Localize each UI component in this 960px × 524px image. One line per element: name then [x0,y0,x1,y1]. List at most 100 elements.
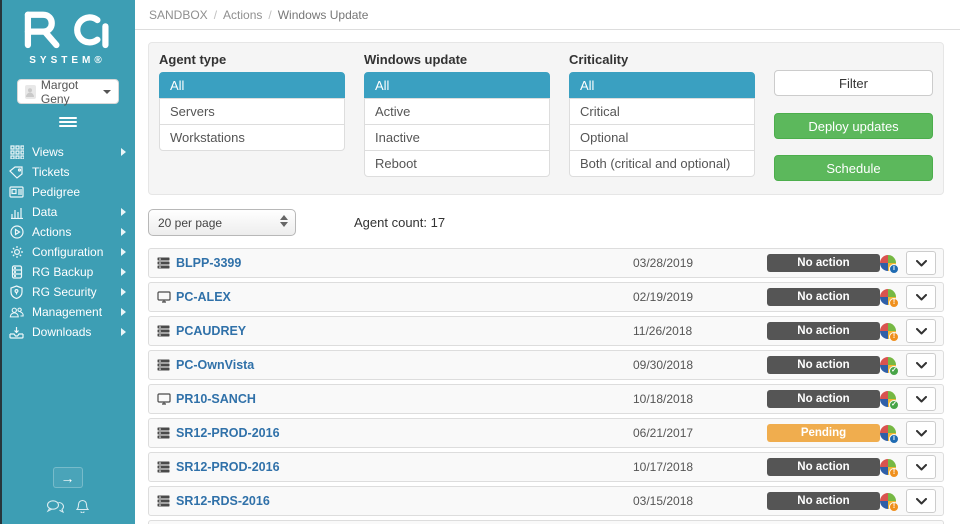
sidebar-item-downloads[interactable]: Downloads [0,322,135,342]
agent-name-link[interactable]: PR10-SANCH [176,392,256,406]
filter-option[interactable]: Reboot [364,150,550,177]
agent-name-link[interactable]: PC-ALEX [176,290,231,304]
action-badge: No action [767,322,880,340]
filter-options: All Active Inactive Reboot [364,72,550,177]
tag-icon [9,165,24,180]
windows-update-icon[interactable]: ! [880,323,899,342]
chat-icon[interactable] [46,499,65,518]
breadcrumb-separator: / [268,7,272,22]
sidebar-edge [0,0,2,524]
table-row: BLPP-3399 03/28/2019 No action i [148,248,944,278]
collapse-sidebar-button[interactable]: → [52,467,83,488]
table-row: PC-ALEX 02/19/2019 No action ! [148,282,944,312]
sidebar-item-rg-backup[interactable]: RG Backup [0,262,135,282]
sidebar-bottom: → [0,467,135,518]
action-badge: No action [767,356,880,374]
chevron-right-icon [121,308,126,316]
action-badge: No action [767,458,880,476]
agent-name-link[interactable]: PC-OwnVista [176,358,255,372]
action-badge: No action [767,254,880,272]
filter-option[interactable]: All [364,72,550,99]
sidebar-item-label: Data [32,205,58,219]
filter-option[interactable]: Active [364,98,550,125]
workstation-icon [156,291,171,303]
status-badge: ! [889,332,899,342]
windows-update-icon[interactable]: ✓ [880,391,899,410]
schedule-button[interactable]: Schedule [774,155,933,181]
chart-icon [9,205,24,220]
expand-row-button[interactable] [906,489,936,513]
agent-name-link[interactable]: SR12-PROD-2016 [176,460,280,474]
expand-row-button[interactable] [906,319,936,343]
sidebar-item-views[interactable]: Views [0,142,135,162]
gear-icon [9,245,24,260]
sidebar-item-pedigree[interactable]: Pedigree [0,182,135,202]
update-date: 03/15/2018 [633,494,694,508]
status-badge: ✓ [889,400,899,410]
filter-group-agent-type: Agent type All Servers Workstations [159,52,345,181]
user-dropdown[interactable]: Margot Geny [16,78,119,106]
person-icon [26,87,35,97]
agent-name-link[interactable]: PCAUDREY [176,324,247,338]
expand-row-button[interactable] [906,455,936,479]
filter-group-label: Agent type [159,52,227,67]
filter-option[interactable]: All [159,72,345,99]
breadcrumb-item[interactable]: Actions [223,7,263,22]
sidebar-item-configuration[interactable]: Configuration [0,242,135,262]
agent-name-link[interactable]: BLPP-3399 [176,256,242,270]
update-date: 02/19/2019 [633,290,694,304]
sidebar-item-data[interactable]: Data [0,202,135,222]
filter-actions: Filter Deploy updates Schedule [774,70,933,181]
table-row-partial [148,520,944,524]
windows-update-icon[interactable]: ✓ [880,357,899,376]
sidebar-item-rg-security[interactable]: RG Security [0,282,135,302]
filter-option[interactable]: Servers [159,98,345,125]
sidebar-item-label: Downloads [32,325,92,339]
chevron-right-icon [121,208,126,216]
expand-row-button[interactable] [906,387,936,411]
action-badge: No action [767,390,880,408]
sidebar-item-label: Actions [32,225,72,239]
sidebar-item-tickets[interactable]: Tickets [0,162,135,182]
filter-option[interactable]: All [569,72,755,99]
filter-option[interactable]: Both (critical and optional) [569,150,755,177]
sidebar-item-actions[interactable]: Actions [0,222,135,242]
action-badge: No action [767,288,880,306]
server-icon [156,427,171,439]
expand-row-button[interactable] [906,251,936,275]
expand-row-button[interactable] [906,421,936,445]
filter-option[interactable]: Inactive [364,124,550,151]
agent-name-link[interactable]: SR12-PROD-2016 [176,426,280,440]
filter-group-windows-update: Windows update All Active Inactive Reboot [364,52,550,181]
expand-row-button[interactable] [906,353,936,377]
filter-option[interactable]: Optional [569,124,755,151]
download-icon [9,325,24,340]
filter-option[interactable]: Workstations [159,124,345,151]
agent-count: Agent count: 17 [354,215,446,230]
per-page-select[interactable]: 20 per page [148,209,296,236]
windows-update-icon[interactable]: ! [880,459,899,478]
agent-name-link[interactable]: SR12-RDS-2016 [176,494,270,508]
table-row: SR12-RDS-2016 03/15/2018 No action ! [148,486,944,516]
windows-update-icon[interactable]: ! [880,493,899,512]
filter-button[interactable]: Filter [774,70,933,96]
chevron-right-icon [121,328,126,336]
chevron-right-icon [121,148,126,156]
expand-row-button[interactable] [906,285,936,309]
menu-toggle-icon[interactable] [58,117,77,127]
breadcrumb-item[interactable]: SANDBOX [149,7,208,22]
update-date: 03/28/2019 [633,256,694,270]
status-badge: i [889,434,899,444]
windows-update-icon[interactable]: i [880,255,899,274]
sidebar-item-management[interactable]: Management [0,302,135,322]
filter-group-criticality: Criticality All Critical Optional Both (crit… [569,52,755,181]
windows-update-icon[interactable]: ! [880,289,899,308]
breadcrumb: SANDBOX / Actions / Windows Update [135,0,960,30]
rg-logo-icon [24,11,109,49]
filter-option[interactable]: Critical [569,98,755,125]
deploy-updates-button[interactable]: Deploy updates [774,113,933,139]
windows-update-icon[interactable]: i [880,425,899,444]
filter-options: All Critical Optional Both (critical and op… [569,72,755,177]
bell-icon[interactable] [75,499,90,518]
